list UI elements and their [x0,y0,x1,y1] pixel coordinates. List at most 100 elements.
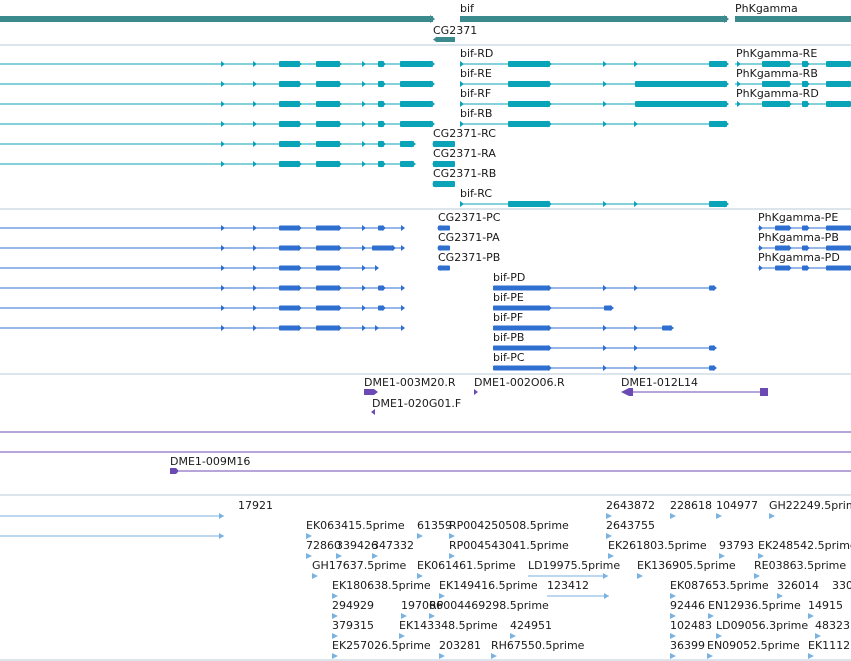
est-label[interactable]: RP004250508.5prime [449,519,569,532]
feature-unnamed[interactable] [0,285,405,291]
est-label[interactable]: EK061461.5prime [417,559,516,572]
est-marker[interactable] [417,573,423,579]
protein-label[interactable]: PhKgamma-PE [758,211,838,224]
gene-bar[interactable] [0,16,433,22]
feature-PhKgamma-RE[interactable] [735,60,851,68]
est-marker[interactable] [716,513,722,519]
gene-bar-phkgamma[interactable] [735,16,851,22]
est-marker[interactable] [708,613,714,619]
est-label[interactable]: 330 [832,579,851,592]
est-marker[interactable] [707,653,713,659]
est-label[interactable]: EK180638.5prime [332,579,431,592]
feature-bif-RD[interactable] [460,60,729,68]
est-label[interactable]: GH17637.5prime [312,559,407,572]
feature-PhKgamma-RD[interactable] [735,100,851,108]
est-marker[interactable] [439,593,445,599]
gene-bar-bif[interactable] [460,16,727,22]
est-label[interactable]: EK257026.5prime [332,639,431,652]
est-label[interactable]: EK136905.5prime [637,559,736,572]
est-label[interactable]: GH22249.5prime [769,499,851,512]
feature-unnamed[interactable] [0,225,405,231]
feature-unnamed[interactable] [0,100,435,108]
clone-label[interactable]: DME1-020G01.F [372,397,461,410]
est-label[interactable]: 347332 [372,539,414,552]
feature-CG2371-PB[interactable] [437,265,450,271]
est-label[interactable]: 123412 [547,579,589,592]
est-label[interactable]: 92446 [670,599,705,612]
gene-label-bif[interactable]: bif [460,2,475,15]
est-marker[interactable] [637,573,643,579]
est-marker[interactable] [449,533,455,539]
est-marker[interactable] [510,633,516,639]
feature-bif-PF[interactable] [493,325,674,331]
transcript-label[interactable]: bif-RF [460,87,491,100]
feature-CG2371-RC[interactable] [432,140,455,148]
transcript-label[interactable]: CG2371-RB [433,167,496,180]
est-label[interactable]: 17921 [238,499,273,512]
est-label[interactable]: 104977 [716,499,758,512]
est-marker[interactable] [777,593,783,599]
est-marker[interactable] [670,653,676,659]
est-label[interactable]: EK248542.5prime [758,539,851,552]
protein-label[interactable]: bif-PD [493,271,525,284]
protein-label[interactable]: bif-PF [493,311,523,324]
est-marker[interactable] [769,513,775,519]
est-marker[interactable] [670,613,676,619]
est-label[interactable]: EK261803.5prime [608,539,707,552]
est-label[interactable]: 2643872 [606,499,655,512]
feature-bif-PE[interactable] [493,305,614,311]
clone-label[interactable]: DME1-009M16 [170,455,250,468]
gene-label-phkgamma[interactable]: PhKgamma [735,2,798,15]
est-marker[interactable] [606,533,612,539]
est-marker[interactable] [336,553,342,559]
est-marker[interactable] [439,653,445,659]
est-marker[interactable] [670,593,676,599]
feature-unnamed[interactable] [0,305,405,311]
gene-label-cg2371[interactable]: CG2371 [433,24,477,37]
feature-bif-PB[interactable] [493,345,717,351]
est-marker[interactable] [808,653,814,659]
est-label[interactable]: 379315 [332,619,374,632]
est-marker[interactable] [758,553,764,559]
transcript-label[interactable]: bif-RB [460,107,492,120]
clone-marker[interactable] [364,389,378,395]
clone-marker[interactable] [371,409,375,415]
transcript-label[interactable]: PhKgamma-RB [736,67,818,80]
est-marker[interactable] [491,653,497,659]
est-marker[interactable] [606,513,612,519]
feature-bif-PC[interactable] [493,365,717,371]
feature-unnamed[interactable] [0,140,416,148]
est-label[interactable]: 294929 [332,599,374,612]
transcript-label[interactable]: CG2371-RC [433,127,496,140]
protein-label[interactable]: PhKgamma-PB [758,231,839,244]
est-marker[interactable] [808,613,814,619]
clone-marker[interactable] [170,468,179,474]
feature-PhKgamma-RB[interactable] [735,80,851,88]
feature-unnamed[interactable] [0,265,379,271]
est-marker[interactable] [670,633,676,639]
est-label[interactable]: EK063415.5prime [306,519,405,532]
feature-unnamed[interactable] [0,120,435,128]
est-marker[interactable] [608,553,614,559]
est-marker[interactable] [399,633,405,639]
est-label[interactable]: LD09056.3prime [716,619,808,632]
feature-bif-RB[interactable] [460,120,729,128]
est-label[interactable]: 203281 [439,639,481,652]
est-label[interactable]: EK149416.5prime [439,579,538,592]
est-label[interactable]: 61359 [417,519,452,532]
est-label[interactable]: 326014 [777,579,819,592]
est-label[interactable]: EN12936.5prime [708,599,801,612]
transcript-label[interactable]: bif-RE [460,67,492,80]
clone-label[interactable]: DME1-003M20.R [364,376,456,389]
est-marker[interactable] [670,513,676,519]
est-marker[interactable] [449,553,455,559]
est-marker[interactable] [372,553,378,559]
est-marker[interactable] [332,613,338,619]
est-label[interactable]: 93793 [719,539,754,552]
est-label[interactable]: LD19975.5prime [528,559,620,572]
clone-label[interactable]: DME1-002O06.R [474,376,565,389]
feature-bif-RC[interactable] [460,200,729,208]
gene-bar-cg2371[interactable] [437,37,455,42]
est-label[interactable]: RH67550.5prime [491,639,585,652]
feature-bif-PD[interactable] [493,285,717,291]
